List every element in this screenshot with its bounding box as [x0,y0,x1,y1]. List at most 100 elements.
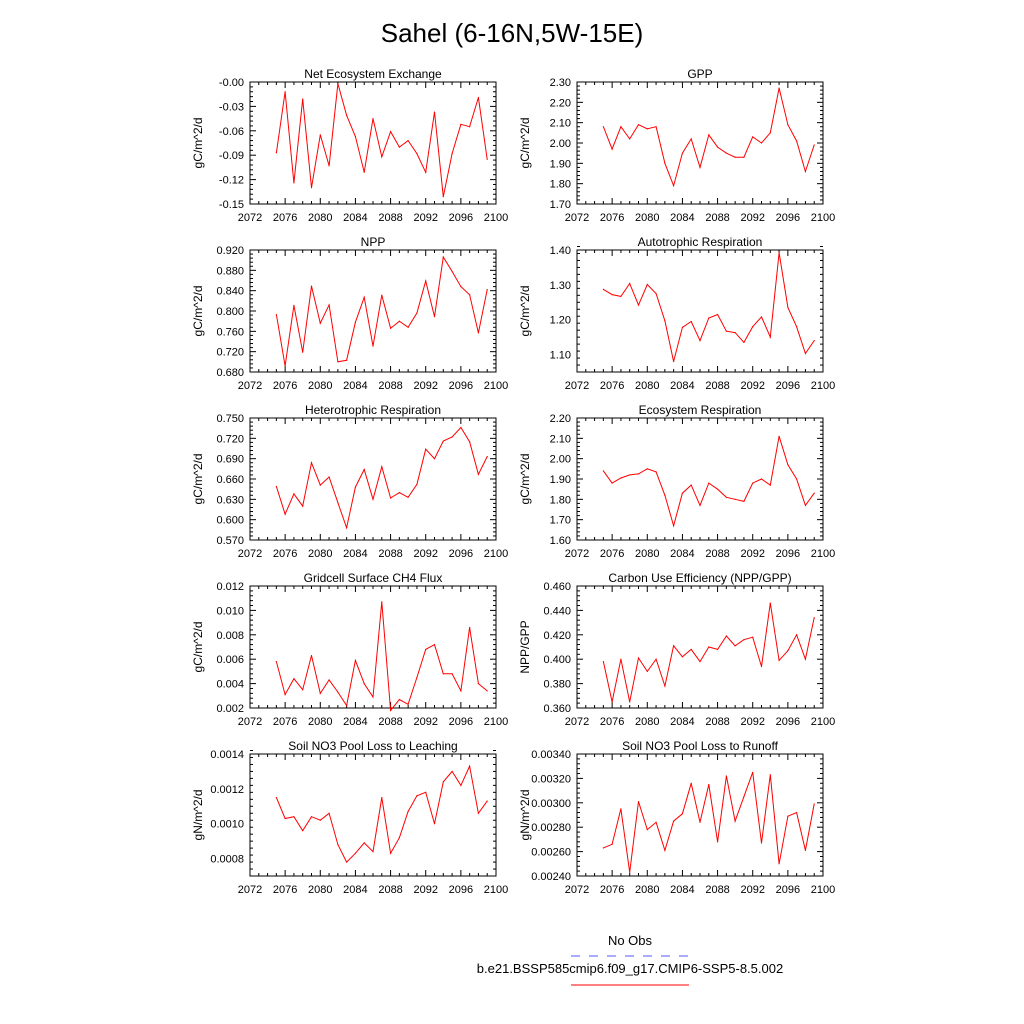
data-point [425,448,427,450]
data-point [469,126,471,128]
x-tick-label: 2096 [449,212,473,224]
y-tick-label: -0.06 [219,126,244,138]
data-point [699,821,701,823]
data-point [398,491,400,494]
data-point [708,783,710,786]
data-point [699,340,701,342]
data-point [804,849,807,851]
x-tick-label: 2076 [273,380,297,392]
data-point [655,126,657,128]
data-point [293,304,295,307]
data-point [337,361,339,363]
data-point [681,813,684,815]
data-point [681,326,684,328]
x-tick-label: 2100 [811,548,835,560]
data-point [769,602,771,604]
x-tick-label: 2100 [811,884,835,896]
data-point [425,280,427,282]
data-point [346,704,348,707]
x-tick-label: 2100 [484,380,508,392]
x-tick-label: 2080 [635,380,659,392]
panel-2: NPP gC/m^2/d 2072 2076 2080 2084 2088 2092 2096 2… [191,235,508,392]
x-tick-label: 2096 [776,716,800,728]
data-point [381,156,383,158]
data-point [477,96,480,99]
data-point [813,492,815,494]
y-axis-label: gC/m^2/d [518,286,532,337]
x-tick-label: 2092 [740,380,764,392]
panel-3: Autotrophic Respiration gC/m^2/d 2072 2076 2… [518,235,835,392]
data-point [752,326,754,328]
y-tick-label: 0.008 [216,630,244,642]
data-point [363,171,365,173]
y-tick-label: 0.360 [543,703,571,715]
y-tick-label: -0.12 [219,175,244,187]
data-point [673,525,675,527]
panel-title: NPP [361,235,386,249]
x-tick-label: 2088 [705,716,729,728]
data-point [725,496,727,498]
data-point [398,320,400,322]
data-point [804,170,807,173]
data-point [813,803,815,805]
data-point [416,312,418,314]
data-point [637,800,640,803]
x-tick-label: 2088 [378,884,402,896]
y-tick-label: 1.90 [550,158,571,170]
y-axis-label: gN/m^2/d [191,790,205,841]
data-point [469,626,471,629]
y-tick-label: 0.760 [216,326,244,338]
y-tick-label: 0.004 [216,679,244,691]
data-point [602,288,604,290]
x-tick-label: 2084 [670,884,694,896]
data-point [778,252,780,254]
panel-9: Soil NO3 Pool Loss to Runoff gN/m^2/d 2072… [518,739,835,896]
x-tick-label: 2072 [565,884,589,896]
x-tick-label: 2076 [600,716,624,728]
y-tick-label: 0.002 [216,703,244,715]
data-point [451,436,453,438]
data-point [372,345,374,347]
data-point [716,488,719,490]
data-point [646,283,648,286]
data-point [752,136,754,138]
data-point [319,819,321,821]
data-point [451,770,453,773]
data-point [716,841,719,843]
data-point [433,823,436,825]
y-tick-label: 0.720 [216,347,244,359]
x-tick-label: 2100 [484,716,508,728]
x-tick-label: 2076 [600,212,624,224]
y-axis-label: gC/m^2/d [191,118,205,169]
y-tick-label: 0.00260 [531,847,571,859]
data-point [407,496,409,498]
x-tick-label: 2084 [343,884,367,896]
x-tick-label: 2080 [308,884,332,896]
data-point [372,696,374,698]
data-point [363,683,365,685]
x-tick-label: 2096 [776,884,800,896]
x-tick-label: 2076 [600,884,624,896]
data-point [310,816,313,818]
x-tick-label: 2076 [273,716,297,728]
data-point [469,294,471,296]
data-point [690,484,692,486]
legend-obs-label: No Obs [608,933,653,948]
data-point [302,98,304,100]
data-point [460,690,462,692]
y-tick-label: 0.750 [216,413,244,425]
data-point [760,316,763,318]
data-point [778,435,780,437]
data-point [646,829,648,831]
data-point [690,648,692,651]
x-tick-label: 2084 [343,380,367,392]
x-tick-label: 2080 [308,548,332,560]
data-point [389,852,392,854]
figure-title: Sahel (6-16N,5W-15E) [381,18,644,48]
y-tick-label: 0.0010 [210,819,244,831]
data-point [389,709,392,712]
legend: No Obs b.e21.BSSP585cmip6.f09_g17.CMIP6-… [477,933,783,986]
data-point [787,124,789,126]
data-point [690,320,692,323]
data-point [681,152,684,154]
